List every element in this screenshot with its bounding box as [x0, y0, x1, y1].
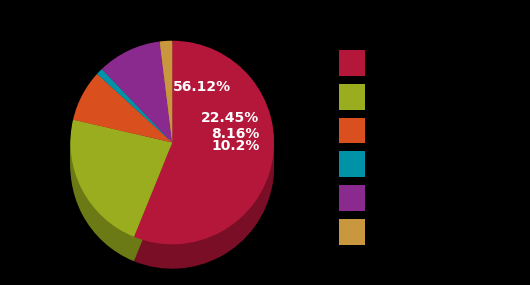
- FancyBboxPatch shape: [339, 219, 365, 245]
- Wedge shape: [97, 89, 172, 162]
- FancyBboxPatch shape: [339, 152, 365, 177]
- Wedge shape: [70, 120, 172, 237]
- Wedge shape: [73, 79, 172, 147]
- Wedge shape: [160, 46, 172, 147]
- Wedge shape: [102, 64, 172, 164]
- Wedge shape: [134, 53, 274, 256]
- FancyBboxPatch shape: [339, 117, 365, 144]
- Text: 56.12%: 56.12%: [173, 80, 231, 94]
- Wedge shape: [160, 50, 172, 152]
- Wedge shape: [70, 134, 172, 251]
- Wedge shape: [102, 42, 172, 142]
- Wedge shape: [97, 72, 172, 145]
- Wedge shape: [160, 63, 172, 164]
- Wedge shape: [134, 41, 274, 244]
- Wedge shape: [70, 129, 172, 247]
- Wedge shape: [102, 61, 172, 162]
- Wedge shape: [134, 48, 274, 252]
- Wedge shape: [73, 96, 172, 164]
- Wedge shape: [73, 93, 172, 162]
- Wedge shape: [102, 46, 172, 147]
- Wedge shape: [73, 89, 172, 157]
- Wedge shape: [134, 55, 274, 259]
- Wedge shape: [134, 60, 274, 264]
- Wedge shape: [73, 98, 172, 167]
- Wedge shape: [102, 49, 172, 150]
- Wedge shape: [160, 41, 172, 142]
- Wedge shape: [134, 46, 274, 249]
- Wedge shape: [97, 86, 172, 160]
- Wedge shape: [70, 137, 172, 254]
- Wedge shape: [73, 74, 172, 142]
- Wedge shape: [70, 142, 172, 259]
- Wedge shape: [97, 91, 172, 164]
- Wedge shape: [160, 48, 172, 150]
- Wedge shape: [160, 60, 172, 162]
- Wedge shape: [134, 65, 274, 269]
- Wedge shape: [73, 76, 172, 145]
- Wedge shape: [73, 81, 172, 150]
- Wedge shape: [70, 144, 172, 261]
- Wedge shape: [102, 54, 172, 155]
- Wedge shape: [160, 58, 172, 160]
- FancyBboxPatch shape: [339, 50, 365, 76]
- Wedge shape: [97, 74, 172, 147]
- Wedge shape: [73, 86, 172, 155]
- Wedge shape: [97, 79, 172, 152]
- Wedge shape: [102, 56, 172, 157]
- Wedge shape: [70, 122, 172, 239]
- Wedge shape: [102, 51, 172, 152]
- FancyBboxPatch shape: [339, 185, 365, 211]
- Wedge shape: [160, 55, 172, 157]
- Wedge shape: [73, 91, 172, 160]
- Wedge shape: [70, 127, 172, 244]
- Wedge shape: [97, 93, 172, 167]
- Text: 10.2%: 10.2%: [211, 139, 260, 153]
- Wedge shape: [70, 125, 172, 242]
- Wedge shape: [97, 69, 172, 142]
- Wedge shape: [97, 84, 172, 157]
- Wedge shape: [134, 43, 274, 247]
- FancyBboxPatch shape: [339, 84, 365, 109]
- Wedge shape: [102, 44, 172, 145]
- Wedge shape: [73, 84, 172, 152]
- Wedge shape: [70, 132, 172, 249]
- Wedge shape: [160, 65, 172, 167]
- Wedge shape: [160, 43, 172, 145]
- Wedge shape: [134, 50, 274, 254]
- Text: 22.45%: 22.45%: [201, 111, 260, 125]
- Wedge shape: [97, 81, 172, 155]
- Wedge shape: [70, 139, 172, 256]
- Wedge shape: [134, 63, 274, 266]
- Wedge shape: [160, 53, 172, 155]
- Text: 8.16%: 8.16%: [210, 127, 259, 141]
- Wedge shape: [134, 58, 274, 261]
- Wedge shape: [97, 76, 172, 150]
- Wedge shape: [102, 66, 172, 167]
- Wedge shape: [102, 59, 172, 160]
